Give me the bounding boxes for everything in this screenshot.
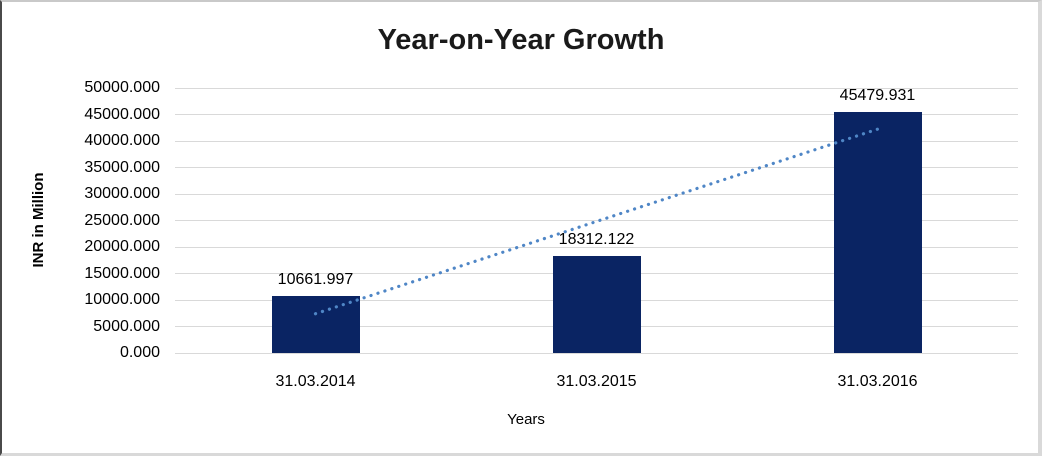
- y-axis-tick-label: 5000.000: [93, 317, 160, 335]
- data-label: 45479.931: [839, 86, 916, 104]
- x-axis-title: Years: [507, 411, 545, 428]
- y-axis-tick-label: 15000.000: [84, 264, 160, 282]
- x-axis-tick-label: 31.03.2015: [556, 373, 637, 390]
- y-axis-tick-label: 20000.000: [84, 238, 160, 255]
- x-axis-tick-label: 31.03.2016: [837, 373, 918, 390]
- bar-31.03.2016: [833, 111, 922, 353]
- gridline: [175, 352, 1018, 354]
- chart-title: Year-on-Year Growth: [377, 24, 665, 56]
- data-label: 10661.997: [277, 271, 354, 289]
- bar-31.03.2014: [271, 296, 360, 353]
- y-axis-tick-label: 30000.000: [84, 185, 160, 202]
- gridline: [175, 87, 1018, 89]
- y-axis-tick-label: 50000.000: [84, 79, 160, 96]
- y-axis-tick-label: 10000.000: [84, 291, 160, 308]
- bar-31.03.2015: [552, 255, 641, 353]
- x-axis-tick-label: 31.03.2014: [275, 373, 356, 390]
- data-label: 18312.122: [558, 230, 635, 248]
- y-axis-tick-label: 25000.000: [84, 211, 160, 229]
- y-axis-tick-label: 0.000: [119, 344, 160, 361]
- y-axis-tick-label: 40000.000: [84, 132, 160, 149]
- y-axis-tick-label: 35000.000: [84, 158, 160, 176]
- gridline: [175, 114, 1018, 115]
- y-axis-tick-label: 45000.000: [84, 105, 160, 123]
